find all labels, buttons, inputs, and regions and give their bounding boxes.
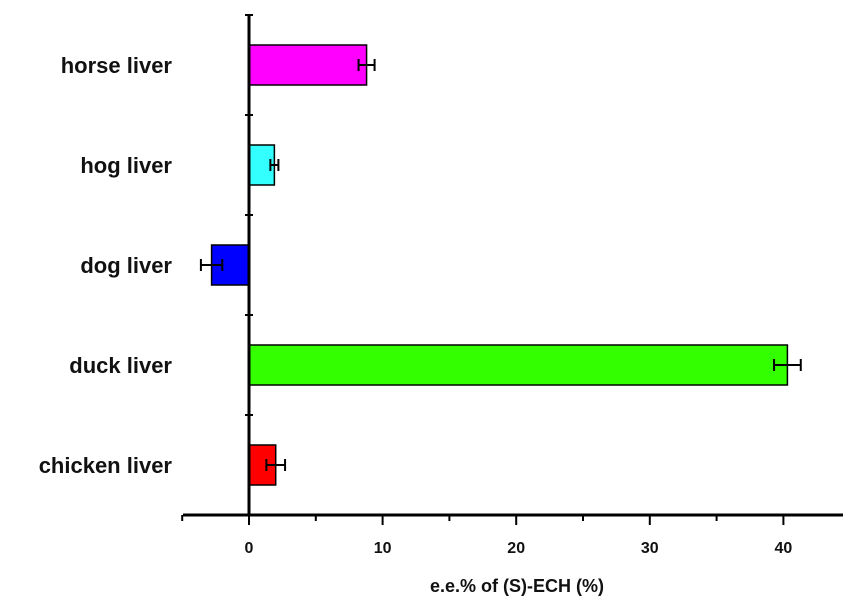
category-label-duck-liver: duck liver <box>69 353 172 378</box>
x-tick-label-20: 20 <box>507 540 525 557</box>
x-tick-label-40: 40 <box>775 540 793 557</box>
bar-duck-liver <box>248 344 789 386</box>
axes-layer <box>181 14 843 525</box>
x-tick-label-10: 10 <box>374 540 392 557</box>
bars-layer <box>199 44 802 486</box>
category-label-hog-liver: hog liver <box>80 153 172 178</box>
category-label-dog-liver: dog liver <box>80 253 172 278</box>
x-axis-title: e.e.% of (S)-ECH (%) <box>430 576 604 596</box>
x-tick-label-30: 30 <box>641 540 659 557</box>
category-label-chicken-liver: chicken liver <box>39 453 173 478</box>
labels-layer: 0 10 20 30 40 horse liver hog liver dog liver du… <box>39 53 793 557</box>
category-label-horse-liver: horse liver <box>61 53 173 78</box>
bar-horse-liver <box>248 44 368 86</box>
x-tick-label-0: 0 <box>245 540 254 557</box>
